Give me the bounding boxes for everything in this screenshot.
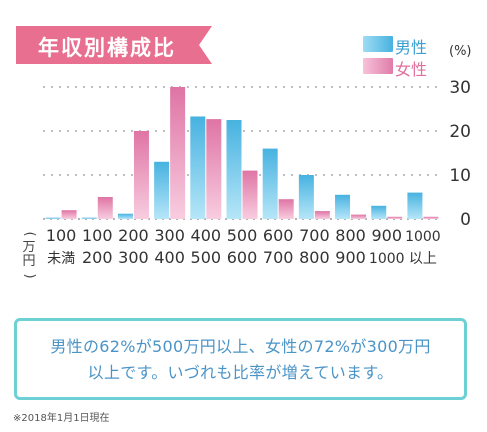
bar-female	[170, 87, 186, 219]
legend-item-male: 男性	[363, 33, 443, 57]
bar-male	[335, 194, 351, 219]
x-tick-label: 500	[191, 248, 222, 267]
y-tick-labels: 0 10 20 30	[449, 78, 471, 230]
legend: 男性 女性	[363, 33, 443, 79]
x-tick-label: 100	[82, 226, 113, 245]
x-tick-label: 700	[299, 226, 330, 245]
x-axis-unit-char: 万	[22, 240, 36, 255]
summary-line-1: 男性の62%が500万円以上、女性の72%が300万円	[50, 337, 431, 356]
x-tick-label: 100	[46, 226, 77, 245]
bar-male	[45, 217, 61, 219]
x-tick-label: 1000	[369, 251, 405, 267]
x-axis-unit-text: ( 万円)	[19, 227, 39, 283]
x-tick-label: 1000	[405, 229, 441, 245]
x-tick-label: 600	[227, 248, 258, 267]
x-tick-labels: 100 未満 100 200 200 300 300 400 400 500 500 600 600 70…	[46, 226, 441, 267]
legend-item-female: 女性	[363, 55, 443, 79]
x-tick-label: 600	[263, 226, 294, 245]
x-tick-label: 400	[191, 226, 222, 245]
y-tick-label: 10	[449, 166, 471, 186]
bar-male	[298, 175, 314, 219]
x-tick-label: 300	[154, 226, 185, 245]
bar-female	[242, 170, 258, 219]
x-tick-label: 未満	[47, 251, 75, 267]
x-tick-label: 800	[335, 226, 366, 245]
y-axis-unit: (%)	[449, 44, 472, 59]
x-axis-unit-char: )	[22, 273, 37, 279]
legend-label-female: 女性	[395, 60, 428, 79]
bar-male	[371, 205, 387, 219]
bars	[45, 87, 439, 219]
summary-text: 男性の62%が500万円以上、女性の72%が300万円 以上です。いづれも比率が…	[27, 334, 454, 386]
bar-female	[61, 210, 77, 219]
x-tick-label: 200	[82, 248, 113, 267]
bar-male	[81, 217, 97, 219]
x-tick-label: 700	[263, 248, 294, 267]
bar-female	[314, 211, 330, 219]
x-tick-label: 400	[154, 248, 185, 267]
x-axis-unit-char: (	[22, 231, 37, 237]
x-tick-label: 900	[335, 248, 366, 267]
x-tick-label: 以上	[409, 251, 437, 267]
summary-line-2: 以上です。いづれも比率が増えています。	[87, 363, 394, 382]
bar-male	[154, 161, 170, 219]
bar-female	[206, 119, 222, 219]
bar-male	[407, 192, 423, 219]
banner-shape	[16, 26, 212, 64]
x-axis-unit: ( 万円)	[19, 227, 39, 283]
y-tick-label: 20	[449, 122, 471, 142]
bar-female	[278, 199, 294, 219]
summary-box: 男性の62%が500万円以上、女性の72%が300万円 以上です。いづれも比率が…	[14, 318, 467, 400]
bar-male	[262, 148, 278, 219]
x-tick-label: 900	[371, 226, 402, 245]
x-tick-label: 300	[118, 248, 149, 267]
bar-female	[97, 197, 113, 219]
bar-female	[351, 214, 367, 219]
x-axis-unit-char: 円	[22, 254, 36, 269]
chart-title: 年収別構成比	[38, 36, 176, 60]
y-tick-label: 0	[460, 210, 471, 230]
bar-male	[190, 116, 206, 219]
legend-swatch-female	[363, 58, 393, 74]
x-tick-label: 800	[299, 248, 330, 267]
legend-label-male: 男性	[395, 38, 428, 57]
legend-swatch-male	[363, 36, 393, 52]
chart-title-banner: 年収別構成比	[16, 26, 212, 64]
bar-male	[226, 120, 242, 219]
bar-female	[423, 216, 439, 219]
bar-male	[117, 213, 133, 219]
footnote: ※2018年1月1日現在	[13, 413, 110, 424]
y-tick-label: 30	[449, 78, 471, 98]
x-tick-label: 500	[227, 226, 258, 245]
bar-chart: 0 10 20 30 100 未満 100 200 200 300 300 400 400 500 500…	[43, 78, 471, 267]
x-tick-label: 200	[118, 226, 149, 245]
bar-female	[387, 216, 403, 219]
bar-female	[133, 131, 149, 219]
